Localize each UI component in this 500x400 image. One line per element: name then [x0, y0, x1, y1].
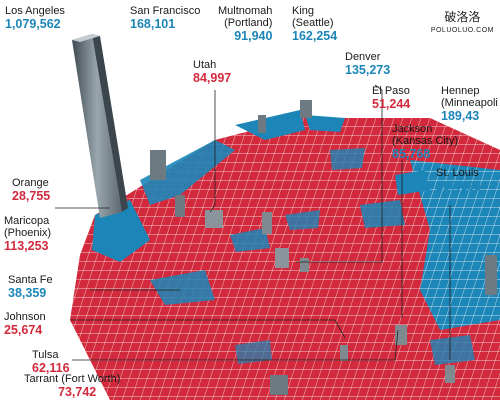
county-name: El Paso: [372, 85, 410, 97]
county-name: St. Louis: [436, 167, 479, 179]
county-name: Multnomah (Portland): [218, 5, 273, 29]
label-el-paso: El Paso 51,244: [372, 85, 411, 111]
label-utah: Utah 84,997: [193, 59, 232, 85]
label-king: King (Seattle) 162,254: [292, 5, 338, 43]
county-name: Hennep (Minneapoli: [441, 85, 498, 109]
county-vote-count: 1,079,562: [5, 16, 61, 31]
county-vote-count: 73,742: [58, 384, 97, 399]
county-vote-count: 51,244: [372, 96, 411, 111]
label-jackson: Jackson (Kansas City) 85,768: [392, 123, 459, 161]
label-maricopa: Maricopa (Phoenix) 113,253: [4, 215, 52, 253]
county-vote-count: 162,254: [292, 28, 338, 43]
leader-lines: [55, 84, 451, 361]
county-name: Orange: [12, 177, 49, 189]
watermark-chinese-text: 破洛洛: [444, 10, 481, 24]
label-multnomah: Multnomah (Portland) 91,940: [218, 5, 273, 43]
county-name: Los Angeles: [5, 5, 65, 17]
county-name: Utah: [193, 59, 217, 71]
label-tulsa: Tulsa 62,116: [32, 349, 70, 375]
county-name: Tulsa: [32, 349, 59, 361]
label-hennepin: Hennep (Minneapoli 189,43: [441, 85, 498, 123]
watermark-domain-text: POLUOLUO.COM: [430, 27, 494, 34]
label-johnson: Johnson 25,674: [4, 311, 46, 337]
county-name: Johnson: [4, 311, 46, 323]
county-vote-count: 168,101: [130, 16, 176, 31]
county-vote-count: 62,116: [32, 360, 70, 375]
county-vote-count: 91,940: [234, 28, 273, 43]
county-vote-count: 84,997: [193, 70, 232, 85]
label-san-francisco: San Francisco 168,101: [130, 5, 201, 31]
map-base: [70, 100, 500, 400]
county-name: Santa Fe: [8, 274, 53, 286]
label-santa-fe: Santa Fe 38,359: [8, 274, 53, 300]
label-denver: Denver 135,273: [345, 51, 391, 77]
county-vote-count: 189,43: [441, 108, 480, 123]
county-vote-count: 85,768: [392, 146, 431, 161]
county-name: Denver: [345, 51, 381, 63]
label-orange: Orange 28,755: [12, 177, 51, 203]
county-vote-count: 113,253: [4, 238, 49, 253]
county-name: King (Seattle): [292, 5, 334, 29]
county-vote-count: 107,698: [436, 178, 482, 193]
label-tarrant: Tarrant (Fort Worth) 73,742: [24, 373, 121, 399]
county-name: San Francisco: [130, 5, 201, 17]
county-vote-count: 135,273: [345, 62, 391, 77]
county-name: Jackson (Kansas City): [392, 123, 459, 147]
county-name: Tarrant (Fort Worth): [24, 373, 121, 385]
county-name: Maricopa (Phoenix): [4, 215, 52, 239]
los-angeles-tower: [72, 34, 128, 218]
county-vote-count: 38,359: [8, 285, 47, 300]
label-st-louis: St. Louis 107,698: [436, 167, 482, 193]
label-los-angeles: Los Angeles 1,079,562: [5, 5, 65, 31]
county-vote-count: 25,674: [4, 322, 43, 337]
county-vote-count: 28,755: [12, 188, 51, 203]
site-watermark: 破洛洛 POLUOLUO.COM: [431, 8, 494, 34]
